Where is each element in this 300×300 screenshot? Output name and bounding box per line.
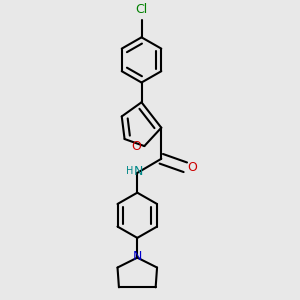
Text: N: N xyxy=(133,250,142,263)
Text: Cl: Cl xyxy=(135,3,148,16)
Text: H: H xyxy=(126,167,133,176)
Text: N: N xyxy=(134,165,143,178)
Text: O: O xyxy=(131,140,141,153)
Text: O: O xyxy=(188,161,197,174)
